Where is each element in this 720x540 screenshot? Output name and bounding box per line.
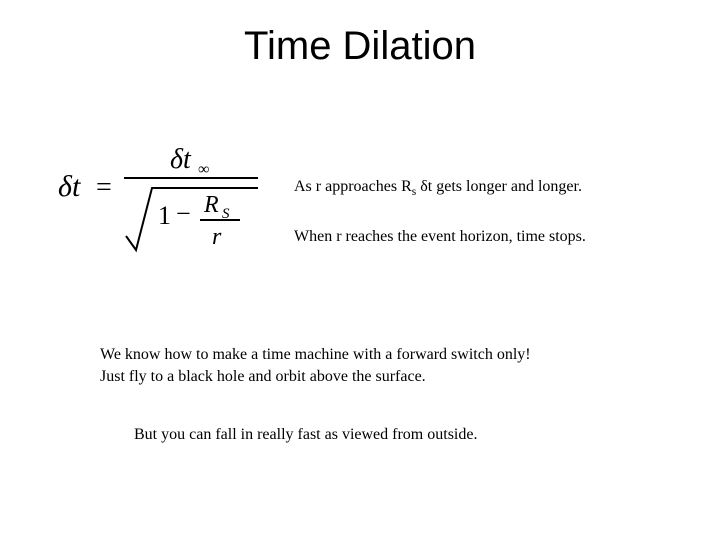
line1-pre: As r approaches R (294, 178, 412, 195)
svg-text:r: r (212, 224, 222, 250)
explanation-line-1: As r approaches Rs δt gets longer and lo… (294, 178, 582, 198)
svg-text:=: = (96, 172, 112, 203)
svg-text:∞: ∞ (198, 161, 209, 178)
line1-delta: δ (420, 178, 428, 195)
paragraph-1: We know how to make a time machine with … (100, 344, 531, 387)
para1-line2: Just fly to a black hole and orbit above… (100, 368, 426, 385)
time-dilation-formula: δt = δt ∞ 1 − R S r (58, 128, 268, 261)
svg-text:−: − (176, 199, 191, 228)
paragraph-2: But you can fall in really fast as viewe… (134, 426, 477, 444)
line1-post: t gets longer and longer. (428, 178, 582, 195)
page-title: Time Dilation (0, 24, 720, 69)
explanation-line-2: When r reaches the event horizon, time s… (294, 228, 586, 246)
svg-text:1: 1 (158, 201, 171, 230)
svg-text:R: R (203, 192, 219, 218)
svg-text:δt: δt (170, 144, 192, 175)
svg-text:δt: δt (58, 170, 81, 203)
para1-line1: We know how to make a time machine with … (100, 346, 531, 363)
formula-svg: δt = δt ∞ 1 − R S r (58, 128, 268, 256)
